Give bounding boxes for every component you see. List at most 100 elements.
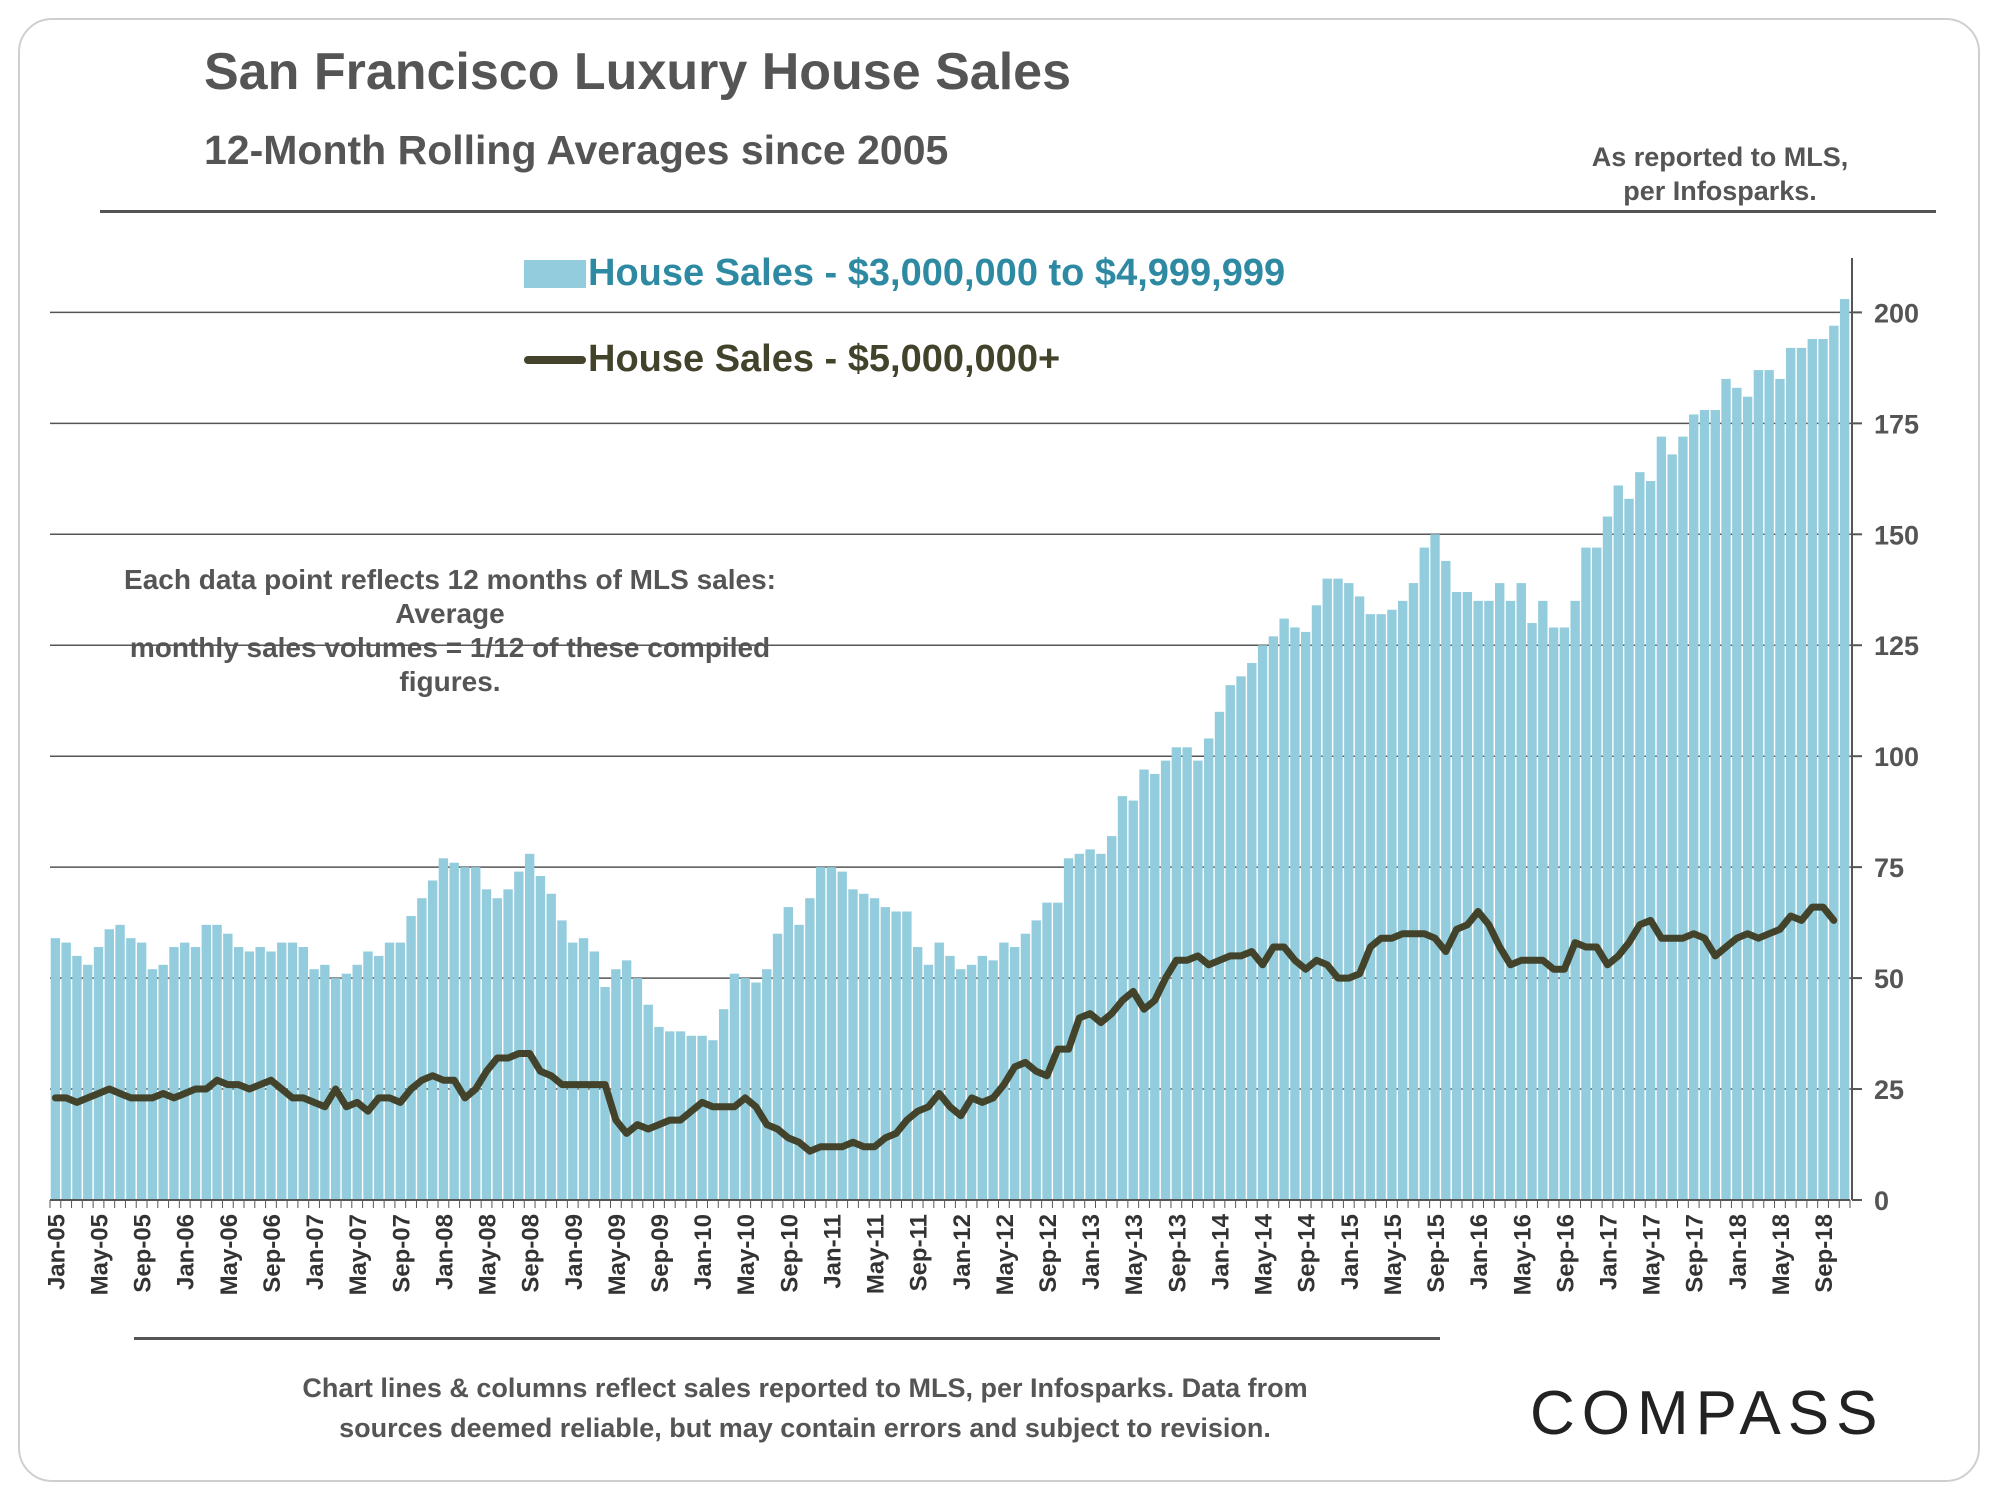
bar bbox=[1225, 685, 1235, 1200]
bar bbox=[1689, 414, 1699, 1200]
bar bbox=[751, 982, 761, 1200]
x-tick-label: May-12 bbox=[992, 1214, 1019, 1295]
bar bbox=[1786, 347, 1796, 1200]
footnote-line-1: Chart lines & columns reflect sales repo… bbox=[302, 1373, 1308, 1403]
bar bbox=[977, 955, 988, 1200]
bar bbox=[395, 942, 405, 1200]
bar bbox=[740, 978, 750, 1200]
x-tick-label: Sep-12 bbox=[1035, 1214, 1062, 1293]
x-tick-label: May-18 bbox=[1768, 1214, 1795, 1295]
bar bbox=[233, 947, 244, 1200]
bar bbox=[1354, 596, 1365, 1200]
annotation-line-2: monthly sales volumes = 1/12 of these co… bbox=[129, 632, 771, 697]
bar bbox=[923, 964, 934, 1200]
x-tick-label: May-06 bbox=[216, 1214, 243, 1295]
bar bbox=[772, 933, 783, 1200]
bar bbox=[1236, 676, 1246, 1200]
bar bbox=[999, 942, 1009, 1200]
bar bbox=[632, 978, 643, 1200]
x-tick-label: Sep-08 bbox=[518, 1214, 545, 1293]
series-line-5m-plus bbox=[51, 903, 1838, 1155]
bar bbox=[1592, 547, 1602, 1200]
bar bbox=[514, 871, 524, 1200]
bar bbox=[1505, 600, 1516, 1200]
bar bbox=[934, 942, 944, 1200]
bar bbox=[190, 947, 201, 1200]
chart-title: San Francisco Luxury House Sales bbox=[204, 43, 1071, 101]
bar bbox=[1451, 591, 1462, 1200]
legend-label-bars: House Sales - $3,000,000 to $4,999,999 bbox=[588, 252, 1286, 294]
bar bbox=[880, 907, 891, 1200]
y-tick-label: 125 bbox=[1874, 631, 1919, 661]
bar bbox=[427, 880, 438, 1200]
bar bbox=[1171, 747, 1182, 1200]
bar bbox=[912, 947, 923, 1200]
bar bbox=[1818, 339, 1828, 1200]
bar bbox=[1645, 481, 1656, 1200]
y-tick-label: 25 bbox=[1874, 1075, 1904, 1105]
bar bbox=[1796, 347, 1807, 1200]
bar bbox=[1559, 627, 1570, 1200]
bar bbox=[244, 951, 255, 1200]
bar bbox=[158, 964, 168, 1200]
bar bbox=[1635, 472, 1645, 1201]
bar bbox=[988, 960, 998, 1200]
bar bbox=[665, 1031, 675, 1200]
bar bbox=[1096, 853, 1106, 1200]
x-tick-label: May-13 bbox=[1121, 1214, 1148, 1295]
bar bbox=[1128, 800, 1138, 1200]
x-tick-label: Sep-14 bbox=[1294, 1213, 1321, 1292]
legend-item-bars: House Sales - $3,000,000 to $4,999,999 bbox=[524, 252, 1285, 295]
bar bbox=[503, 889, 513, 1200]
x-tick-label: Sep-09 bbox=[647, 1214, 674, 1293]
chart-subtitle: 12-Month Rolling Averages since 2005 bbox=[204, 127, 949, 173]
bar bbox=[169, 947, 179, 1200]
bar bbox=[1829, 325, 1839, 1200]
x-tick-label: Sep-07 bbox=[388, 1214, 415, 1293]
bar bbox=[50, 938, 61, 1200]
bar bbox=[686, 1035, 697, 1200]
chart-plot-area: 0 25 50 75 100 125 150 175 200 Jan-05 May-05 Sep-05… bbox=[43, 258, 1919, 1295]
x-tick-label: May-15 bbox=[1380, 1214, 1407, 1295]
y-tick-label: 100 bbox=[1874, 742, 1919, 772]
y-tick-label: 150 bbox=[1874, 520, 1919, 550]
y-tick-label: 50 bbox=[1874, 964, 1904, 994]
bar bbox=[1699, 410, 1710, 1200]
bar bbox=[578, 938, 589, 1200]
x-tick-label: May-08 bbox=[475, 1214, 502, 1295]
bar bbox=[115, 924, 125, 1200]
bar bbox=[72, 955, 82, 1200]
x-tick-label: Sep-10 bbox=[776, 1214, 803, 1293]
bar bbox=[729, 973, 740, 1200]
bar bbox=[1344, 583, 1354, 1200]
bar bbox=[1398, 600, 1408, 1200]
bar bbox=[643, 1004, 653, 1200]
bar bbox=[1602, 516, 1613, 1200]
bar bbox=[201, 924, 211, 1200]
bar bbox=[1150, 773, 1160, 1200]
bar bbox=[93, 947, 104, 1200]
x-tick-label: Jan-14 bbox=[1208, 1213, 1235, 1290]
bar bbox=[471, 867, 481, 1200]
bar bbox=[1042, 902, 1052, 1200]
bar bbox=[1839, 299, 1850, 1201]
bar bbox=[298, 947, 308, 1200]
bar bbox=[535, 876, 546, 1200]
x-tick-label: Jan-12 bbox=[949, 1214, 976, 1290]
bar bbox=[1624, 498, 1634, 1200]
bar bbox=[1764, 370, 1774, 1201]
bar bbox=[309, 969, 319, 1200]
header-divider bbox=[100, 210, 1936, 213]
x-tick-label: May-17 bbox=[1639, 1214, 1666, 1295]
bar bbox=[1322, 578, 1332, 1200]
bar bbox=[1290, 627, 1300, 1200]
bar bbox=[805, 898, 815, 1200]
bar bbox=[363, 951, 373, 1200]
footnote: Chart lines & columns reflect sales repo… bbox=[230, 1368, 1380, 1448]
bar bbox=[1408, 583, 1419, 1200]
bar bbox=[136, 942, 147, 1200]
bar bbox=[1753, 370, 1764, 1201]
x-tick-label: Jan-18 bbox=[1725, 1214, 1752, 1290]
x-tick-label: Jan-06 bbox=[173, 1214, 200, 1290]
bar bbox=[1527, 623, 1537, 1200]
